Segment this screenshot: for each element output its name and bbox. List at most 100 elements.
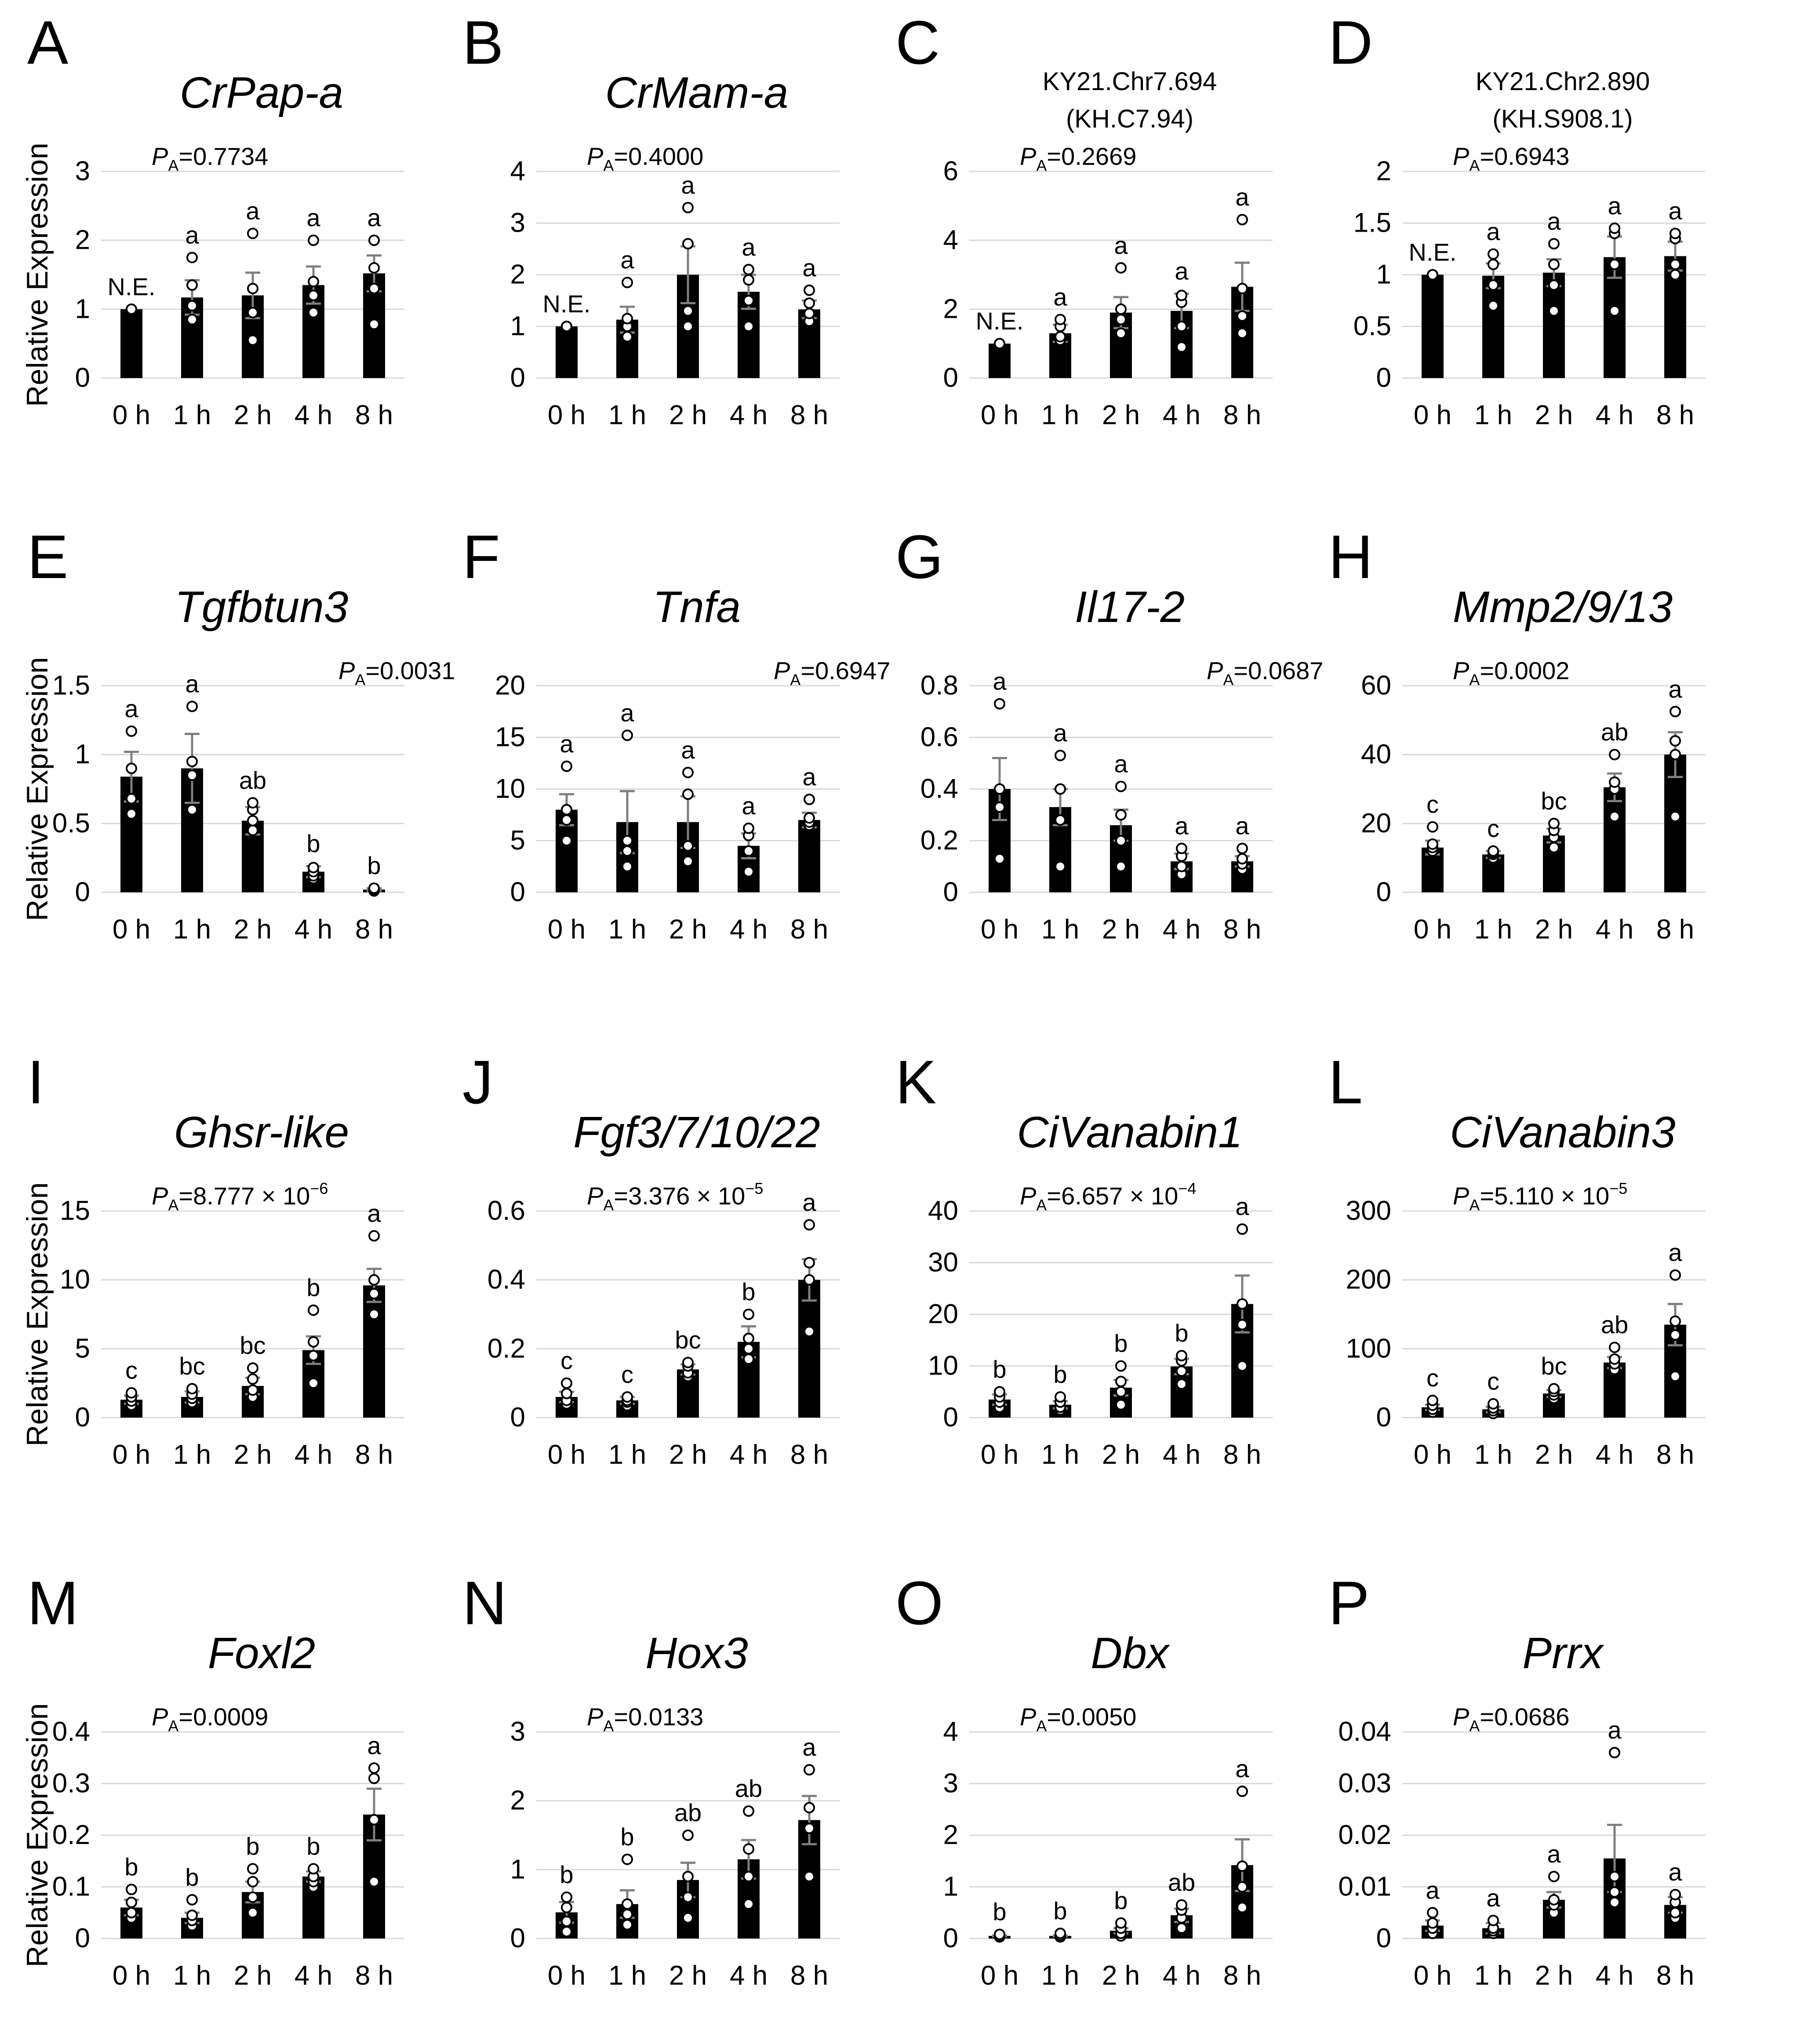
y-tick-label: 40 xyxy=(1361,739,1391,770)
data-point xyxy=(1670,749,1681,760)
data-point xyxy=(1176,1922,1187,1934)
data-point xyxy=(1548,818,1560,829)
significance-label: b xyxy=(306,829,320,857)
data-point xyxy=(126,808,137,820)
bar xyxy=(798,1280,820,1418)
data-point xyxy=(186,1894,198,1906)
chart-svg: D KY21.Chr2.890 (KH.S908.1) PA=0.6943 0 0.5 1 1… xyxy=(1328,8,1706,430)
significance-label: b xyxy=(1114,1330,1128,1357)
data-point xyxy=(186,756,198,767)
data-point xyxy=(126,1896,137,1908)
significance-label: a xyxy=(802,1188,816,1216)
data-point xyxy=(1609,749,1620,760)
y-tick-label: 6 xyxy=(943,156,958,186)
pvalue-label: PA=0.6947 xyxy=(774,657,890,689)
data-point xyxy=(1609,222,1620,234)
significance-label: a xyxy=(367,204,381,232)
data-point xyxy=(743,1843,754,1855)
data-point xyxy=(1237,1902,1248,1913)
significance-label: N.E. xyxy=(108,273,156,300)
data-point xyxy=(743,866,754,877)
significance-label: c xyxy=(125,1357,138,1384)
data-point xyxy=(622,729,633,741)
significance-label: a xyxy=(681,736,695,764)
y-tick-label: 0.2 xyxy=(52,1820,90,1850)
data-point xyxy=(994,853,1005,865)
significance-label: a xyxy=(742,792,756,819)
significance-label: a xyxy=(1668,675,1682,703)
data-point xyxy=(1670,258,1681,270)
significance-label: c xyxy=(560,1347,573,1375)
y-tick-label: 0 xyxy=(75,363,90,393)
data-point xyxy=(682,1829,694,1841)
significance-label: a xyxy=(1114,750,1128,778)
data-point xyxy=(1237,327,1248,339)
significance-label: a xyxy=(246,197,260,225)
y-tick-label: 0.2 xyxy=(487,1333,525,1364)
data-point xyxy=(1488,279,1499,291)
x-tick-label: 8 h xyxy=(355,1440,393,1470)
data-point xyxy=(308,307,319,319)
data-point xyxy=(1115,303,1127,315)
significance-label: bc xyxy=(179,1352,205,1380)
y-tick-label: 0 xyxy=(1376,877,1391,907)
significance-label: b xyxy=(185,1863,199,1891)
data-point xyxy=(126,1907,137,1919)
pvalue-label: PA=5.110 × 10−5 xyxy=(1453,1179,1627,1214)
data-point xyxy=(743,295,754,306)
chart-panel-k: K CiVanabin1 PA=6.657 × 10−4 0 10 20 30 40 b 0 h b… xyxy=(868,1040,1308,1523)
data-point xyxy=(1055,331,1066,342)
y-tick-label: 1 xyxy=(943,1872,958,1902)
y-tick-label: 0 xyxy=(1376,1923,1391,1953)
data-point xyxy=(804,1326,815,1338)
data-point xyxy=(1115,1360,1127,1372)
x-tick-label: 1 h xyxy=(608,1440,646,1470)
significance-label: b xyxy=(620,1823,634,1851)
significance-label: b xyxy=(1114,1887,1128,1914)
y-tick-label: 10 xyxy=(60,1265,90,1295)
significance-label: b xyxy=(246,1832,259,1860)
significance-label: ab xyxy=(1601,1311,1628,1338)
x-tick-label: 8 h xyxy=(1223,400,1261,430)
data-point xyxy=(247,1907,258,1919)
x-tick-label: 0 h xyxy=(1414,914,1451,945)
x-tick-label: 2 h xyxy=(1102,400,1140,430)
x-tick-label: 4 h xyxy=(295,914,332,945)
y-tick-label: 0.5 xyxy=(52,808,90,838)
significance-label: a xyxy=(993,667,1007,695)
data-point xyxy=(186,313,198,325)
y-tick-label: 0.1 xyxy=(52,1872,90,1902)
data-point xyxy=(247,283,258,295)
data-point xyxy=(743,822,754,834)
panel-letter: G xyxy=(895,522,943,591)
data-point xyxy=(247,307,258,319)
data-point xyxy=(1427,269,1438,280)
chart-svg: C KY21.Chr7.694 (KH.C7.94) PA=0.2669 0 2 4 6 N.E… xyxy=(895,8,1273,430)
x-tick-label: 4 h xyxy=(1596,914,1633,945)
data-point xyxy=(308,1377,319,1389)
significance-label: b xyxy=(993,1898,1006,1926)
y-tick-label: 2 xyxy=(510,1786,525,1816)
data-point xyxy=(743,320,754,332)
x-tick-label: 8 h xyxy=(790,1960,828,1991)
data-point xyxy=(1670,706,1681,717)
y-tick-label: 1 xyxy=(75,739,90,770)
x-tick-label: 0 h xyxy=(113,400,150,430)
chart-title: CrPap-a xyxy=(180,68,343,117)
data-point xyxy=(1176,320,1187,332)
x-tick-label: 8 h xyxy=(355,1960,393,1991)
data-point xyxy=(804,793,815,805)
x-tick-label: 0 h xyxy=(1414,1960,1451,1991)
data-point xyxy=(682,202,694,214)
data-point xyxy=(1427,838,1438,850)
x-tick-label: 4 h xyxy=(295,400,332,430)
significance-label: a xyxy=(1486,218,1500,245)
data-point xyxy=(186,769,198,781)
y-tick-label: 200 xyxy=(1346,1265,1391,1295)
y-tick-label: 0 xyxy=(75,877,90,907)
x-tick-label: 0 h xyxy=(113,914,150,945)
data-point xyxy=(1548,258,1560,270)
significance-label: a xyxy=(802,254,816,281)
x-tick-label: 0 h xyxy=(981,1440,1019,1470)
x-tick-label: 2 h xyxy=(1535,400,1573,430)
